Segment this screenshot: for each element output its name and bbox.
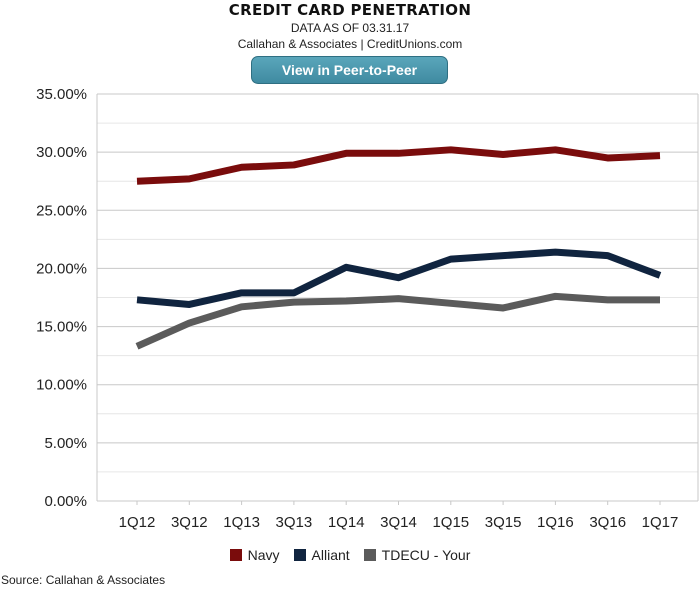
y-tick-label: 15.00% bbox=[36, 319, 87, 336]
legend-item[interactable]: Alliant bbox=[293, 547, 350, 563]
series-line-tdecu-your bbox=[135, 292, 660, 350]
y-tick-label: 30.00% bbox=[36, 144, 87, 161]
legend-label: Navy bbox=[247, 547, 280, 563]
x-tick-label: 1Q13 bbox=[223, 514, 260, 531]
legend: Navy Alliant TDECU - Your bbox=[0, 547, 700, 563]
legend-label: TDECU - Your bbox=[381, 547, 471, 563]
view-in-peer-to-peer-button[interactable]: View in Peer-to-Peer bbox=[251, 56, 448, 84]
legend-swatch bbox=[363, 549, 376, 561]
x-axis-ticks: 1Q12 3Q12 1Q13 3Q13 1Q14 3Q14 1Q15 3Q15 1Q16 3Q16… bbox=[119, 501, 679, 531]
x-tick-label: 1Q15 bbox=[432, 514, 469, 531]
series-line-navy bbox=[136, 146, 661, 185]
x-tick-label: 3Q13 bbox=[276, 514, 313, 531]
y-tick-label: 20.00% bbox=[36, 260, 87, 277]
legend-item[interactable]: TDECU - Your bbox=[363, 547, 471, 563]
source-note: Source: Callahan & Associates bbox=[1, 573, 166, 587]
y-tick-label: 10.00% bbox=[36, 377, 87, 394]
grid-lines bbox=[96, 93, 699, 502]
legend-item[interactable]: Navy bbox=[229, 547, 280, 563]
y-tick-label: 25.00% bbox=[36, 202, 87, 219]
attribution: Callahan & Associates | CreditUnions.com bbox=[237, 37, 463, 51]
y-tick-label: 35.00% bbox=[36, 86, 87, 103]
legend-swatch bbox=[229, 549, 242, 561]
x-tick-label: 1Q12 bbox=[119, 514, 156, 531]
legend-label: Alliant bbox=[311, 547, 350, 563]
series-line-alliant bbox=[136, 248, 662, 308]
x-tick-label: 1Q17 bbox=[642, 514, 679, 531]
x-tick-label: 1Q16 bbox=[537, 514, 574, 531]
x-tick-label: 1Q14 bbox=[328, 514, 365, 531]
series-lines bbox=[135, 146, 662, 350]
data-date: DATA AS OF 03.31.17 bbox=[290, 21, 410, 35]
legend-swatch bbox=[293, 549, 306, 561]
x-tick-label: 3Q15 bbox=[485, 514, 522, 531]
y-tick-label: 5.00% bbox=[44, 435, 87, 452]
y-tick-label: 0.00% bbox=[44, 493, 87, 510]
x-tick-label: 3Q12 bbox=[171, 514, 208, 531]
x-tick-label: 3Q16 bbox=[589, 514, 626, 531]
chart-title: CREDIT CARD PENETRATION bbox=[228, 1, 472, 19]
x-tick-label: 3Q14 bbox=[380, 514, 417, 531]
y-axis-ticks: 0.00% 5.00% 10.00% 15.00% 20.00% 25.00% 30.00%… bbox=[36, 86, 87, 510]
